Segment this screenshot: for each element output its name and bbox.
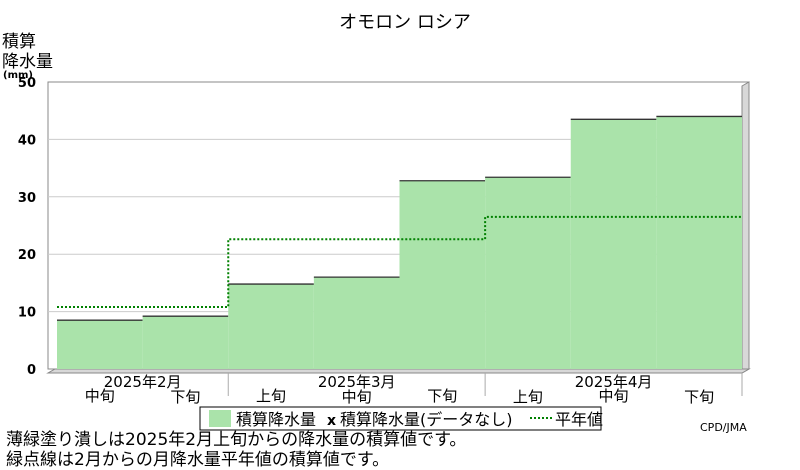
legend-missing-marker: x [327,413,336,429]
y-tick-label: 40 [18,133,36,148]
x-period-label: 中旬 [342,388,372,406]
bar-2 [142,316,229,369]
bar-6 [485,177,571,369]
x-period-label: 中旬 [599,387,629,405]
bar-4 [313,277,400,369]
normal-series-line [57,215,742,309]
bar-7 [570,119,657,369]
x-period-label: 下旬 [427,387,457,405]
y-axis-label-line-1: 積算 [2,32,36,52]
legend-missing-label: 積算降水量(データなし) [340,410,513,429]
y-tick-label: 20 [18,248,36,263]
bar-8 [656,116,742,369]
chart-title: オモロン ロシア [339,12,471,33]
legend-bar-swatch [209,410,231,427]
bar-3 [228,284,314,369]
y-tick-label: 50 [18,76,36,91]
x-period-label: 中旬 [85,387,115,405]
y-tick-label: 30 [18,191,36,206]
bars [57,115,742,369]
y-tick-label: 0 [27,363,36,378]
legend: 積算降水量 x 積算降水量(データなし) 平年値 [199,406,603,431]
note-line-description: 緑点線は2月からの月降水量平年値の積算値です。 [6,450,390,470]
credit-label: CPD/JMA [700,421,747,434]
legend-bar-label: 積算降水量 [236,410,316,429]
x-period-label: 上旬 [513,388,543,406]
x-month-label: 2025年4月 [575,373,653,391]
x-period-label: 下旬 [684,388,714,406]
bar-1 [57,320,143,369]
legend-box [199,406,602,431]
normal-line [57,215,742,309]
x-month-label: 2025年3月 [318,373,396,391]
y-axis-label-line-3: (mm) [3,70,33,81]
note-fill-description: 薄緑塗り潰しは2025年2月上旬からの降水量の積算値です。 [6,430,467,450]
plot-depth-right [741,81,750,374]
bar-5 [399,180,486,369]
y-axis-label: 積算 降水量 (mm) [2,32,53,81]
y-tick-label: 10 [18,306,36,321]
x-period-label: 下旬 [170,388,200,406]
month-dividers [227,373,743,396]
legend-normal-label: 平年値 [555,410,603,429]
x-period-label: 上旬 [256,387,286,405]
y-axis-label-line-2: 降水量 [2,52,53,72]
y-tick-labels: 0 10 20 30 40 50 [18,76,36,378]
x-month-label: 2025年2月 [104,373,182,391]
